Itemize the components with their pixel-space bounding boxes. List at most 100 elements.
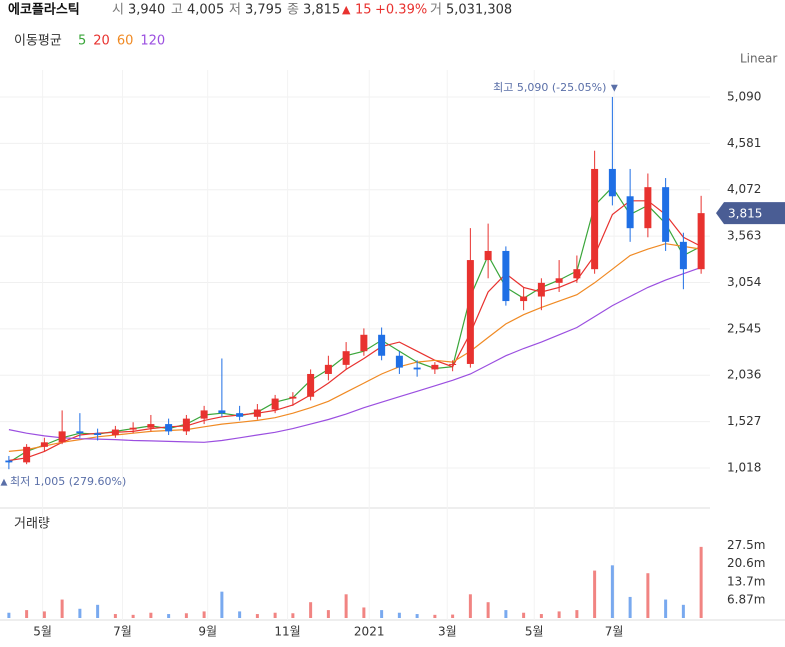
- low-marker: ▲: [1, 478, 8, 488]
- candle-body: [395, 355, 403, 368]
- x-tick-label: 9월: [198, 625, 217, 639]
- label: 거: [430, 3, 442, 18]
- change: 15: [355, 3, 372, 18]
- value: 4,005: [187, 3, 224, 18]
- header: 에코플라스틱 시 3,940 고 4,005 저 3,795 종 3,815 ▲…: [8, 2, 777, 532]
- candle-body: [289, 396, 297, 399]
- volume-bar: [539, 614, 543, 618]
- volume-bar: [433, 614, 437, 618]
- candle-body: [679, 241, 687, 270]
- ma-line: [8, 243, 702, 452]
- volume-bar: [628, 596, 632, 618]
- candle-body: [466, 260, 474, 364]
- y-tick-label: 4,072: [727, 182, 761, 196]
- value: 5,031,308: [446, 3, 512, 18]
- y-tick-label: 3,563: [727, 229, 761, 243]
- volume-bar: [149, 612, 153, 618]
- volume-bar: [451, 614, 455, 618]
- ma-title: 이동평균: [14, 34, 62, 49]
- volume-bar: [699, 546, 703, 618]
- candle-body: [218, 410, 226, 414]
- candle-body: [253, 409, 261, 417]
- volume-bar: [184, 613, 188, 618]
- candle-body: [40, 442, 48, 447]
- y-tick-label: 2,036: [727, 368, 761, 382]
- volume-bar: [131, 614, 135, 618]
- volume-bar: [486, 602, 490, 618]
- candle-body: [555, 278, 563, 283]
- ma-line: [8, 186, 702, 463]
- candle-body: [58, 431, 66, 443]
- volume-bar: [575, 610, 579, 618]
- value: 3,940: [128, 3, 165, 18]
- volume-bar: [291, 613, 295, 618]
- volume-bar: [96, 604, 100, 618]
- volume-bar: [113, 614, 117, 618]
- candle-body: [200, 410, 208, 419]
- label: 고: [171, 3, 183, 18]
- change-mark: ▲: [342, 3, 351, 16]
- value: 3,815: [303, 3, 340, 18]
- high-note: 최고 5,090 (-25.05%): [493, 81, 606, 94]
- candle-body: [307, 373, 315, 397]
- volume-bar: [415, 614, 419, 618]
- volume-bar: [42, 611, 46, 618]
- candle-body: [378, 334, 386, 356]
- volume-bar: [380, 610, 384, 618]
- label: 시: [112, 3, 124, 18]
- legend-entry: 20: [93, 34, 110, 49]
- candle-body: [537, 282, 545, 297]
- volume-bar: [202, 611, 206, 618]
- volume-bar: [238, 611, 242, 618]
- volume-tick-label: 13.7m: [727, 574, 765, 588]
- volume-bar: [397, 612, 401, 618]
- candle-body: [5, 460, 13, 463]
- high-marker: ▼: [611, 83, 618, 93]
- ma-line: [8, 200, 702, 462]
- volume-tick-label: 20.6m: [727, 556, 765, 570]
- stock-name: 에코플라스틱: [8, 2, 80, 18]
- label: 종: [287, 3, 299, 18]
- volume-bar: [167, 614, 171, 618]
- x-tick-label: 3월: [438, 625, 457, 639]
- volume-bar: [220, 591, 224, 618]
- candle-body: [23, 446, 31, 463]
- y-tick-label: 3,054: [727, 275, 761, 289]
- x-tick-label: 5월: [525, 625, 544, 639]
- candle-body: [591, 168, 599, 270]
- y-tick-label: 1,527: [727, 414, 761, 428]
- volume-bar: [7, 612, 11, 618]
- candle-body: [129, 427, 137, 430]
- x-tick-label: 7월: [113, 625, 132, 639]
- volume-bar: [681, 604, 685, 618]
- volume-bar: [309, 602, 313, 618]
- candle-body: [236, 413, 244, 417]
- ma-line: [8, 266, 702, 443]
- x-tick-label: 2021: [354, 625, 385, 639]
- volume-bar: [557, 611, 561, 618]
- candle-body: [484, 250, 492, 261]
- candle-body: [449, 363, 457, 365]
- y-tick-label: 5,090: [727, 89, 761, 103]
- candle-body: [165, 424, 173, 432]
- volume-tick-label: 27.5m: [727, 538, 765, 552]
- x-tick-label: 11월: [274, 625, 300, 639]
- candle-body: [626, 196, 634, 229]
- volume-bar: [60, 599, 64, 618]
- price-tag: [716, 202, 785, 225]
- candle-body: [502, 250, 510, 302]
- scale-label: Linear: [740, 52, 777, 66]
- candle-body: [644, 187, 652, 229]
- volume-bar: [522, 612, 526, 618]
- x-tick-label: 5월: [33, 625, 52, 639]
- candle-body: [271, 398, 279, 410]
- price-tag-label: 3,815: [728, 207, 762, 221]
- volume-bar: [78, 608, 82, 618]
- candle-body: [413, 367, 421, 370]
- candle-body: [94, 433, 102, 436]
- candle-body: [342, 351, 350, 365]
- value: 3,795: [245, 3, 282, 18]
- volume-bar: [255, 614, 259, 618]
- change-pct: +0.39%: [375, 3, 427, 18]
